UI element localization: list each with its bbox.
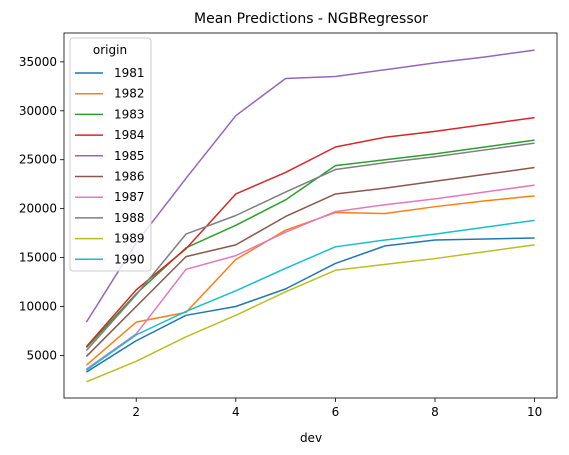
y-axis: 5000 10000 15000 20000 25000 30000 35000 (19, 55, 64, 362)
series-line-1990 (85, 219, 535, 371)
legend-label: 1981 (114, 66, 145, 80)
legend-label: 1982 (114, 87, 145, 101)
y-tick-label: 30000 (19, 104, 57, 118)
legend-item-1985: 1985 (75, 149, 145, 163)
series-lines (85, 49, 535, 383)
legend-label: 1983 (114, 107, 145, 121)
legend-label: 1984 (114, 128, 145, 142)
legend: origin 198119821983198419851986198719881… (69, 37, 152, 272)
y-tick-label: 15000 (19, 251, 57, 265)
x-tick-label: 6 (332, 405, 340, 419)
y-tick-label: 20000 (19, 202, 57, 216)
plot-frame (63, 32, 558, 399)
legend-item-1989: 1989 (75, 232, 145, 246)
legend-label: 1990 (114, 252, 145, 266)
series-line-1988 (85, 142, 535, 352)
series-line-1986 (85, 166, 535, 357)
legend-label: 1986 (114, 170, 145, 184)
legend-item-1987: 1987 (75, 190, 145, 204)
series-line-1983 (85, 139, 535, 349)
x-tick-label: 4 (232, 405, 240, 419)
legend-label: 1989 (114, 232, 145, 246)
x-tick-label: 2 (132, 405, 140, 419)
legend-box (69, 37, 152, 272)
legend-item-1990: 1990 (75, 252, 145, 266)
legend-item-1988: 1988 (75, 211, 145, 225)
chart-title: Mean Predictions - NGBRegressor (194, 11, 428, 27)
x-tick-label: 8 (431, 405, 439, 419)
legend-items: 1981 1982 1983 1984 1985 1986 1987 1988 1989 1990 (75, 66, 145, 266)
x-tick-label: 10 (527, 405, 542, 419)
series-line-1985 (85, 49, 535, 323)
series-line-1989 (86, 244, 535, 383)
y-tick-label: 25000 (19, 153, 57, 167)
legend-item-1982: 1982 (75, 87, 145, 101)
legend-label: 1987 (114, 190, 145, 204)
series-line-1981 (86, 237, 535, 373)
legend-item-1983: 1983 (75, 107, 145, 121)
legend-label: 1985 (114, 149, 145, 163)
series-line-1987 (85, 184, 535, 370)
legend-item-1984: 1984 (75, 128, 145, 142)
y-tick-label: 10000 (19, 300, 57, 314)
y-tick-label: 35000 (19, 55, 57, 69)
x-axis: 2 4 6 8 10 (132, 398, 542, 419)
legend-label: 1988 (114, 211, 145, 225)
legend-item-1981: 1981 (75, 66, 145, 80)
legend-title: origin (93, 43, 127, 57)
x-axis-label: dev (300, 431, 322, 445)
series-line-1984 (85, 116, 535, 348)
y-tick-label: 5000 (26, 348, 57, 362)
legend-item-1986: 1986 (75, 170, 145, 184)
